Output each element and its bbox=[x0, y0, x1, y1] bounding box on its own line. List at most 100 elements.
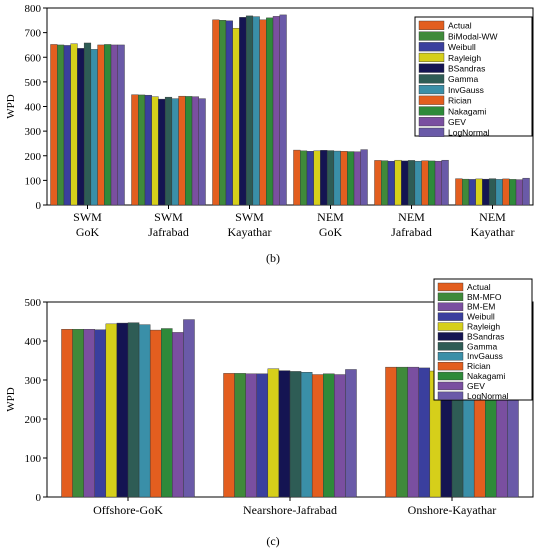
bar-weibull-4 bbox=[387, 160, 395, 206]
bar-rayleigh-3 bbox=[313, 150, 321, 206]
bar-weibull-3 bbox=[306, 151, 314, 206]
legend-label: Gamma bbox=[467, 341, 498, 351]
bar-invgauss-4 bbox=[414, 160, 422, 206]
bar-weibull-1 bbox=[144, 94, 152, 206]
legend-swatch bbox=[437, 342, 464, 351]
y-tick-label: 100 bbox=[25, 175, 42, 187]
y-tick-label: 800 bbox=[25, 3, 42, 15]
bar-nakagami-1 bbox=[323, 373, 335, 498]
bar-gamma-1 bbox=[164, 96, 173, 206]
legend-label: LogNormal bbox=[448, 128, 490, 138]
bar-lognormal-1 bbox=[198, 98, 206, 206]
bar-invgauss-0 bbox=[138, 324, 151, 498]
y-axis-label: WPD bbox=[5, 387, 17, 412]
legend-swatch bbox=[437, 381, 464, 391]
legend-label: LogNormal bbox=[467, 391, 509, 401]
bar-actual-1 bbox=[223, 373, 235, 498]
x-tick-label: SWM Kayathar bbox=[228, 210, 272, 239]
bar-gamma-1 bbox=[289, 371, 302, 498]
legend-swatch bbox=[418, 127, 445, 137]
bar-gamma-4 bbox=[407, 160, 416, 206]
legend-label: Weibull bbox=[467, 312, 495, 322]
legend-label: Rician bbox=[448, 96, 472, 106]
bar-invgauss-1 bbox=[171, 98, 179, 206]
bar-rayleigh-2 bbox=[232, 27, 240, 206]
legend-label: Rayleigh bbox=[467, 322, 500, 332]
legend-label: Actual bbox=[467, 282, 491, 292]
legend-swatch bbox=[437, 302, 464, 311]
legend-swatch bbox=[418, 117, 445, 127]
legend-swatch bbox=[418, 52, 445, 62]
legend-swatch bbox=[418, 106, 445, 116]
legend-label: GEV bbox=[467, 381, 485, 391]
bar-weibull-2 bbox=[225, 20, 233, 206]
y-axis-label: WPD bbox=[5, 94, 17, 119]
bar-rician-0 bbox=[97, 44, 105, 206]
x-tick-label: Offshore-GoK bbox=[93, 503, 163, 517]
bar-bsandras-2 bbox=[239, 17, 247, 206]
y-tick-label: 300 bbox=[25, 375, 42, 387]
legend-swatch bbox=[437, 362, 464, 371]
y-tick-label: 200 bbox=[25, 151, 42, 163]
bar-invgauss-1 bbox=[300, 372, 313, 498]
bar-lognormal-2 bbox=[279, 14, 287, 206]
bar-bsandras-1 bbox=[158, 98, 166, 206]
legend-label: Weibull bbox=[448, 42, 476, 52]
legend-swatch bbox=[418, 31, 445, 41]
legend-label: InvGauss bbox=[467, 351, 503, 361]
legend-swatch bbox=[437, 391, 464, 400]
bar-nakagami-1 bbox=[185, 96, 193, 206]
legend-swatch bbox=[418, 84, 445, 95]
bar-invgauss-3 bbox=[333, 150, 341, 206]
legend: ActualBM-MFOBM-EMWeibullRayleighBSandras… bbox=[433, 278, 533, 401]
bar-actual-3 bbox=[293, 149, 301, 206]
legend-swatch bbox=[437, 322, 464, 331]
legend-swatch bbox=[437, 332, 464, 341]
legend-swatch bbox=[418, 42, 445, 52]
figure-caption: (c) bbox=[266, 534, 279, 548]
y-tick-label: 0 bbox=[36, 492, 42, 504]
y-tick-label: 600 bbox=[25, 52, 42, 64]
bar-lognormal-4 bbox=[441, 159, 449, 206]
bar-gev-2 bbox=[272, 16, 280, 206]
bar-rician-0 bbox=[149, 329, 162, 498]
bar-bm-em-0 bbox=[83, 329, 95, 498]
legend-swatch bbox=[437, 292, 464, 301]
legend-label: Nakagami bbox=[448, 106, 486, 116]
bar-bimodal-ww-4 bbox=[381, 160, 389, 206]
bar-lognormal-0 bbox=[183, 319, 195, 498]
bar-weibull-5 bbox=[468, 179, 476, 206]
bar-rayleigh-1 bbox=[267, 368, 280, 498]
bar-nakagami-5 bbox=[509, 179, 517, 206]
bar-bsandras-5 bbox=[482, 178, 490, 206]
bar-weibull-0 bbox=[94, 329, 107, 498]
bar-rayleigh-5 bbox=[475, 178, 483, 206]
legend-label: BSandras bbox=[467, 331, 504, 341]
bar-actual-2 bbox=[212, 19, 220, 206]
legend-swatch bbox=[437, 282, 464, 292]
legend-swatch bbox=[418, 20, 445, 30]
bar-gev-0 bbox=[110, 44, 118, 206]
bar-rician-4 bbox=[421, 160, 429, 206]
bar-gev-0 bbox=[172, 332, 184, 498]
x-tick-label: NEM GoK bbox=[317, 210, 344, 239]
x-tick-label: NEM Kayathar bbox=[471, 210, 515, 239]
bar-nakagami-0 bbox=[161, 328, 173, 498]
x-tick-label: NEM Jafrabad bbox=[391, 210, 432, 239]
legend-swatch bbox=[418, 74, 445, 84]
bar-bm-mfo-1 bbox=[234, 373, 246, 498]
bar-lognormal-0 bbox=[117, 44, 125, 206]
bar-actual-0 bbox=[50, 44, 58, 206]
bar-weibull-0 bbox=[63, 45, 71, 206]
y-tick-label: 400 bbox=[25, 102, 42, 114]
bar-invgauss-2 bbox=[252, 16, 260, 206]
bar-bimodal-ww-3 bbox=[300, 150, 308, 206]
legend-label: BM-EM bbox=[467, 302, 495, 312]
legend-label: BSandras bbox=[448, 64, 485, 74]
bar-weibull-2 bbox=[418, 367, 431, 498]
legend-swatch bbox=[437, 312, 464, 321]
bar-rayleigh-0 bbox=[70, 43, 78, 206]
bar-rician-1 bbox=[311, 374, 324, 498]
legend-label: Nakagami bbox=[467, 371, 505, 381]
bar-actual-5 bbox=[455, 178, 463, 206]
